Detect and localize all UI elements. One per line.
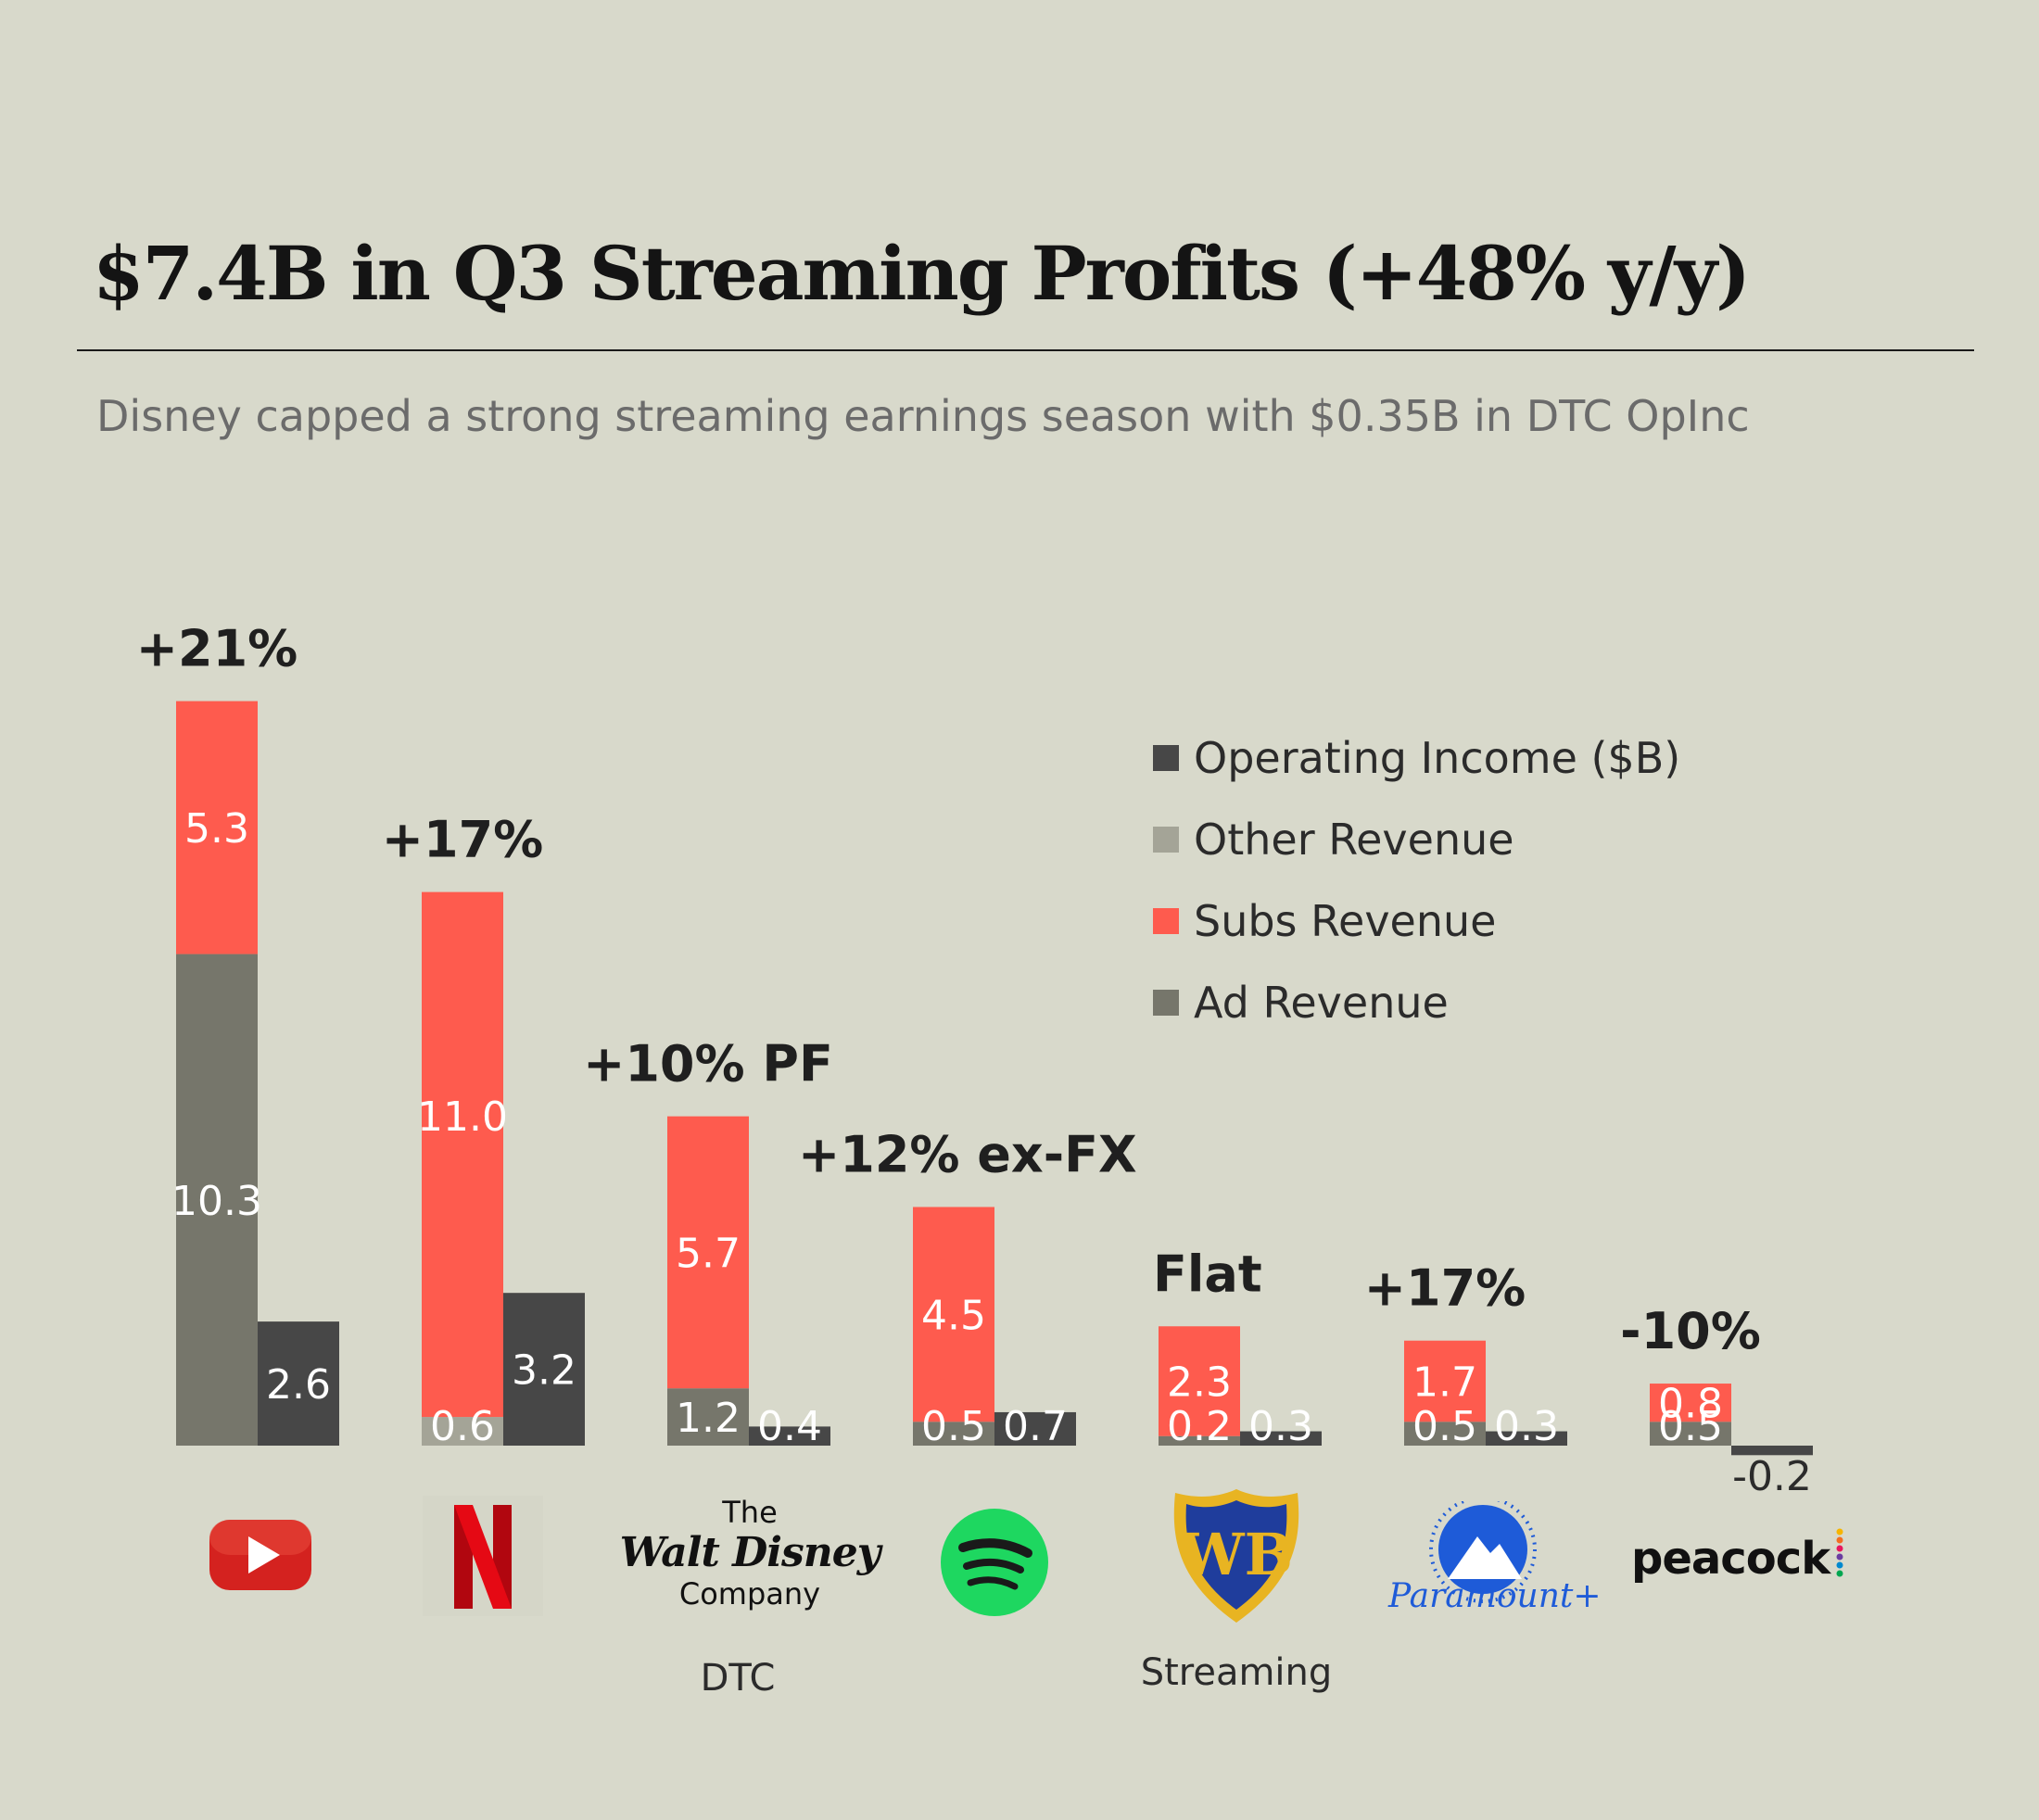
legend-item-other-revenue: Other Revenue (1153, 799, 1680, 880)
title-divider (77, 349, 1974, 351)
data-label-paramount--lower: 0.5 (1412, 1403, 1477, 1450)
chart-legend: Operating Income ($B) Other Revenue Subs… (1153, 717, 1680, 1043)
data-label-youtube-subs: 5.3 (184, 805, 249, 853)
data-label-disney-dtc-subs: 5.7 (676, 1230, 741, 1277)
spotify-logo-icon (941, 1509, 1048, 1616)
bar-wbd-streaming-subs-revenue (1159, 1326, 1240, 1436)
data-label-paramount--income: 0.3 (1494, 1403, 1559, 1450)
legend-swatch (1153, 908, 1179, 934)
bar-paramount--subs-revenue (1404, 1340, 1486, 1422)
paramount-logo-icon (1429, 1501, 1537, 1603)
legend-swatch (1153, 990, 1179, 1016)
growth-label-netflix: +17% (382, 811, 544, 869)
data-label-wbd-streaming-income: 0.3 (1248, 1403, 1313, 1450)
bar-netflix-operating-income (503, 1293, 585, 1446)
legend-label: Operating Income ($B) (1194, 733, 1681, 783)
data-label-peacock-lower: 0.5 (1658, 1403, 1723, 1450)
page-subtitle: Disney capped a strong streaming earning… (96, 391, 1750, 441)
data-label-disney-dtc-income: 0.4 (757, 1403, 822, 1450)
data-label-disney-dtc-lower: 1.2 (676, 1395, 741, 1442)
data-label-spotify-income: 0.7 (1003, 1403, 1068, 1450)
data-label-netflix-income: 3.2 (512, 1347, 576, 1395)
paramount-wordmark: Paramount+ (1388, 1577, 1602, 1615)
legend-label: Other Revenue (1194, 815, 1514, 865)
youtube-logo-icon (209, 1520, 311, 1590)
bar-youtube-ad-revenue (176, 954, 258, 1446)
bar-paramount--ad-revenue (1404, 1422, 1486, 1446)
disney-logo-the: The (722, 1495, 778, 1530)
legend-label: Ad Revenue (1194, 978, 1449, 1028)
data-label-netflix-lower: 0.6 (430, 1403, 495, 1450)
wbd-segment-label: Streaming (1140, 1651, 1333, 1694)
legend-item-ad-revenue: Ad Revenue (1153, 962, 1680, 1043)
data-label-peacock-income: -0.2 (1732, 1453, 1812, 1500)
legend-swatch (1153, 745, 1179, 771)
bar-spotify-operating-income (994, 1411, 1076, 1446)
disney-logo-script: Walt Disney (619, 1529, 881, 1576)
peacock-wordmark: peacock (1631, 1527, 1845, 1585)
page-title: $7.4B in Q3 Streaming Profits (+48% y/y) (93, 230, 1751, 317)
growth-label-peacock: -10% (1620, 1302, 1761, 1360)
bar-peacock-operating-income (1731, 1446, 1813, 1456)
data-label-paramount--subs: 1.7 (1412, 1359, 1477, 1406)
disney-logo: The Walt Disney Company (619, 1495, 881, 1611)
data-label-spotify-subs: 4.5 (921, 1292, 986, 1339)
peacock-dots-icon (1836, 1528, 1843, 1577)
bar-netflix-subs-revenue (422, 891, 503, 1418)
bar-spotify-ad-revenue (913, 1422, 994, 1446)
peacock-wordmark-text: peacock (1631, 1533, 1830, 1585)
disney-segment-label: DTC (700, 1657, 776, 1700)
data-label-netflix-subs: 11.0 (417, 1093, 508, 1141)
legend-swatch (1153, 827, 1179, 853)
disney-logo-company: Company (678, 1576, 821, 1611)
legend-label: Subs Revenue (1194, 896, 1497, 946)
data-label-wbd-streaming-lower: 0.2 (1167, 1403, 1232, 1450)
svg-text:WB: WB (1179, 1521, 1293, 1588)
growth-label-paramount-: +17% (1364, 1259, 1526, 1318)
legend-item-subs-revenue: Subs Revenue (1153, 880, 1680, 962)
data-label-youtube-lower: 10.3 (171, 1178, 262, 1225)
bar-netflix-other-revenue (422, 1417, 503, 1446)
bar-wbd-streaming-ad-revenue (1159, 1435, 1240, 1446)
growth-label-wbd-streaming: Flat (1153, 1245, 1262, 1303)
bar-disney-dtc-subs-revenue (667, 1116, 749, 1389)
bar-spotify-subs-revenue (913, 1207, 994, 1422)
data-label-youtube-income: 2.6 (266, 1361, 331, 1409)
bar-disney-dtc-ad-revenue (667, 1388, 749, 1446)
bar-youtube-operating-income (258, 1321, 339, 1446)
growth-label-spotify: +12% ex-FX (798, 1126, 1137, 1184)
netflix-logo-icon (423, 1496, 543, 1616)
growth-label-youtube: +21% (136, 620, 298, 678)
data-label-spotify-lower: 0.5 (921, 1403, 986, 1450)
data-label-peacock-subs: 0.8 (1658, 1381, 1723, 1428)
legend-item-operating-income: Operating Income ($B) (1153, 717, 1680, 799)
data-label-wbd-streaming-subs: 2.3 (1167, 1359, 1232, 1406)
growth-label-disney-dtc: +10% PF (583, 1035, 833, 1093)
warner-bros-shield-icon: WB (1173, 1489, 1299, 1623)
bar-peacock-ad-revenue (1650, 1422, 1731, 1446)
bar-disney-dtc-operating-income (749, 1426, 830, 1446)
bar-youtube-subs-revenue (176, 701, 258, 954)
bar-paramount--operating-income (1486, 1431, 1567, 1446)
bar-peacock-subs-revenue (1650, 1384, 1731, 1422)
bar-wbd-streaming-operating-income (1240, 1431, 1322, 1446)
